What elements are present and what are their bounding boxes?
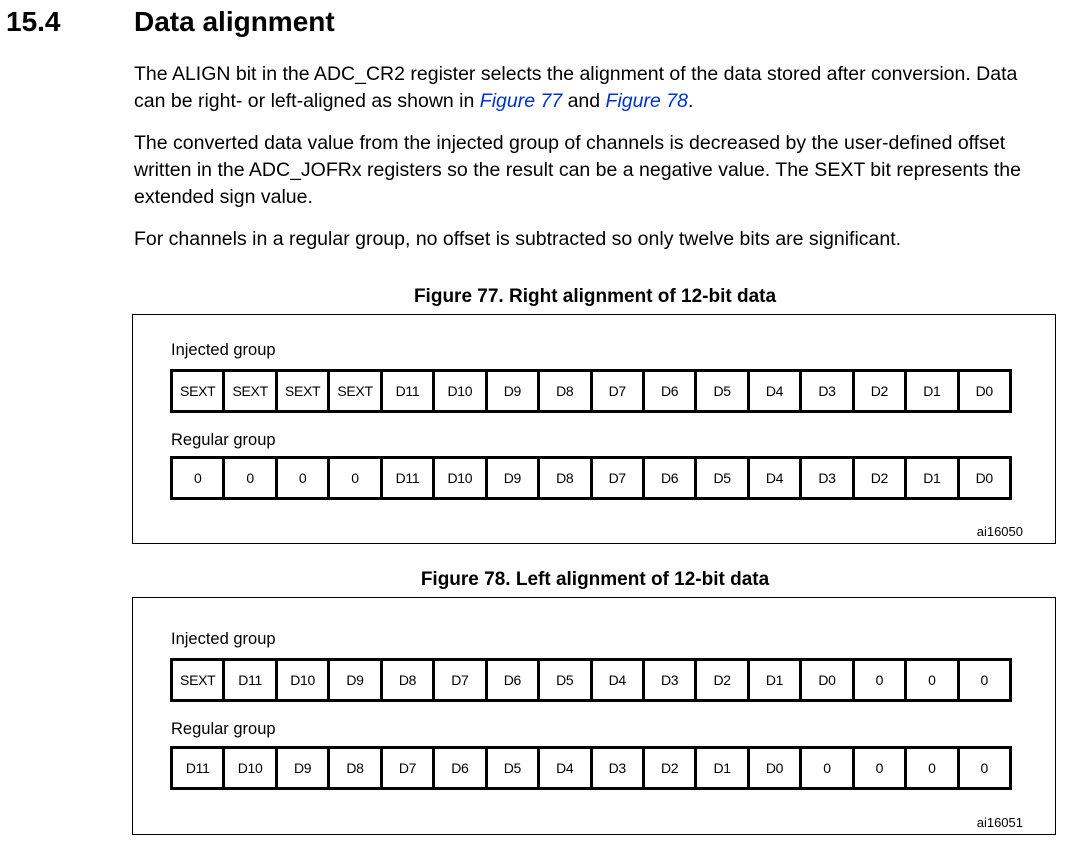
bit-cell: 0 — [225, 459, 275, 497]
paragraph-offset: The converted data value from the inject… — [134, 132, 1021, 208]
bit-cell: D11 — [382, 372, 433, 410]
bit-cell: D6 — [487, 661, 538, 699]
bit-cell: D8 — [540, 459, 590, 497]
figure-77: Injected group SEXT SEXT SEXT SEXT D11 D10 D9 D… — [132, 314, 1056, 544]
bit-cell: D1 — [697, 749, 747, 787]
bit-cell: D4 — [749, 459, 800, 497]
bit-cell: D1 — [907, 459, 957, 497]
figure-77-link[interactable]: Figure 77 — [479, 90, 563, 112]
regular-group-label: Regular group — [171, 431, 276, 449]
bit-cell: D10 — [277, 661, 328, 699]
bit-cell: D6 — [644, 459, 695, 497]
figure-id: ai16050 — [976, 524, 1023, 539]
figure-77-caption: Figure 77. Right alignment of 12-bit dat… — [413, 286, 777, 307]
bit-cell: D1 — [907, 372, 957, 410]
bit-cell: D2 — [644, 749, 695, 787]
bit-cell: D0 — [959, 459, 1009, 497]
bit-cell: D8 — [330, 749, 380, 787]
bit-cell: D7 — [382, 749, 433, 787]
bit-cell: D7 — [435, 661, 485, 699]
figure-78: Injected group SEXT D11 D10 D9 D8 D7 D6 D5 D4 D3 D… — [132, 597, 1056, 835]
bit-cell: D2 — [854, 372, 905, 410]
bit-cell: D9 — [487, 372, 538, 410]
bit-cell: D8 — [540, 372, 590, 410]
paragraph-regular-group: For channels in a regular group, no offs… — [134, 228, 902, 250]
bit-cell: D7 — [592, 372, 642, 410]
bit-cell: D0 — [749, 749, 800, 787]
bit-cell: SEXT — [225, 372, 275, 410]
bit-cell: D11 — [225, 661, 275, 699]
bit-cell: D9 — [277, 749, 328, 787]
bit-cell: D11 — [382, 459, 433, 497]
injected-bit-row: SEXT SEXT SEXT SEXT D11 D10 D9 D8 D7 D6 D5 D4 D3 D2 D1… — [170, 369, 1012, 413]
bit-cell: SEXT — [330, 372, 380, 410]
bit-cell: D11 — [173, 749, 223, 787]
bit-cell: 0 — [907, 661, 957, 699]
bit-cell: D9 — [487, 459, 538, 497]
bit-cell: SEXT — [173, 372, 223, 410]
bit-cell: D4 — [592, 661, 642, 699]
paragraph-text: and — [562, 90, 606, 112]
bit-cell: 0 — [854, 749, 905, 787]
bit-cell: D8 — [382, 661, 433, 699]
bit-cell: D5 — [487, 749, 538, 787]
injected-bit-row: SEXT D11 D10 D9 D8 D7 D6 D5 D4 D3 D2 D1 D0 0 0 0 — [170, 658, 1012, 702]
bit-cell: D0 — [959, 372, 1009, 410]
figure-78-caption: Figure 78. Left alignment of 12-bit data — [420, 569, 770, 590]
bit-cell: D10 — [225, 749, 275, 787]
bit-cell: 0 — [277, 459, 328, 497]
regular-group-label: Regular group — [171, 720, 276, 738]
bit-cell: D3 — [644, 661, 695, 699]
bit-cell: 0 — [854, 661, 905, 699]
bit-cell: D1 — [749, 661, 800, 699]
bit-cell: D7 — [592, 459, 642, 497]
bit-cell: D0 — [802, 661, 852, 699]
bit-cell: D6 — [435, 749, 485, 787]
bit-cell: D3 — [592, 749, 642, 787]
regular-bit-row: D11 D10 D9 D8 D7 D6 D5 D4 D3 D2 D1 D0 0 0 0 0 — [170, 746, 1012, 790]
bit-cell: D4 — [749, 372, 800, 410]
paragraph-text: . — [687, 90, 694, 112]
bit-cell: 0 — [959, 749, 1009, 787]
bit-cell: D4 — [540, 749, 590, 787]
regular-bit-row: 0 0 0 0 D11 D10 D9 D8 D7 D6 D5 D4 D3 D2 D1 D0 — [170, 456, 1012, 500]
bit-cell: 0 — [173, 459, 223, 497]
bit-cell: D5 — [697, 372, 747, 410]
bit-cell: D6 — [644, 372, 695, 410]
bit-cell: SEXT — [277, 372, 328, 410]
bit-cell: D9 — [330, 661, 380, 699]
bit-cell: D3 — [802, 372, 852, 410]
bit-cell: D2 — [854, 459, 905, 497]
bit-cell: D5 — [697, 459, 747, 497]
bit-cell: 0 — [907, 749, 957, 787]
bit-cell: D3 — [802, 459, 852, 497]
bit-cell: D10 — [435, 459, 485, 497]
bit-cell: SEXT — [173, 661, 223, 699]
bit-cell: 0 — [959, 661, 1009, 699]
bit-cell: D2 — [697, 661, 747, 699]
bit-cell: D10 — [435, 372, 485, 410]
bit-cell: D5 — [540, 661, 590, 699]
injected-group-label: Injected group — [171, 630, 276, 648]
paragraph-text: The ALIGN bit in the ADC_CR2 register se… — [134, 63, 1018, 112]
figure-78-link[interactable]: Figure 78 — [605, 90, 688, 112]
injected-group-label: Injected group — [171, 341, 276, 359]
section-number: 15.4 — [6, 6, 61, 37]
bit-cell: 0 — [330, 459, 380, 497]
bit-cell: 0 — [802, 749, 852, 787]
paragraph-align-bit: The ALIGN bit in the ADC_CR2 register se… — [134, 61, 1054, 115]
figure-id: ai16051 — [976, 815, 1023, 830]
section-title: Data alignment — [134, 6, 335, 37]
